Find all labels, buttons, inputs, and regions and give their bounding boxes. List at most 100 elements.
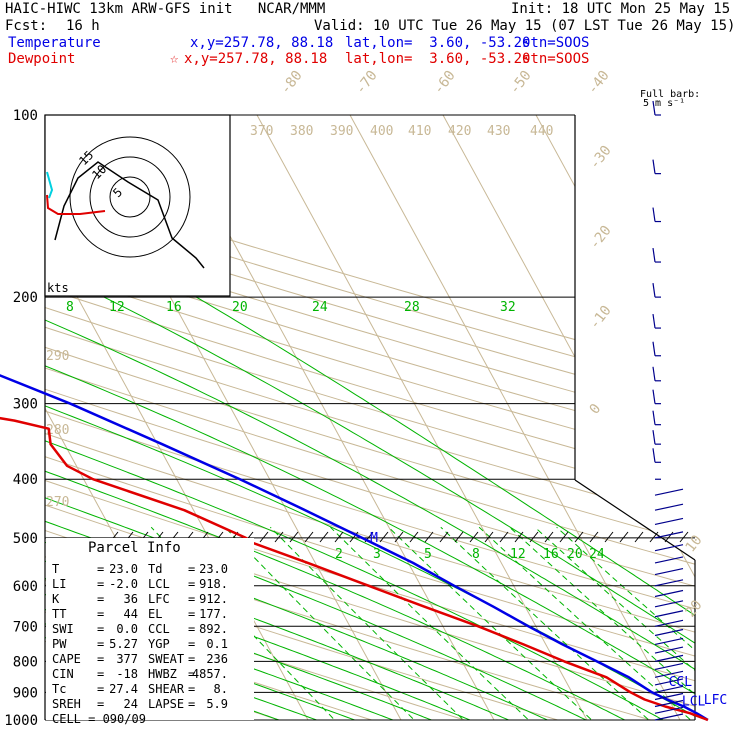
parcel-left-label: TT xyxy=(52,607,66,621)
dry-adiabat-line xyxy=(45,127,413,720)
parcel-left-value: 44 xyxy=(124,607,138,621)
parcel-equals: = xyxy=(188,577,195,591)
ticks-500 xyxy=(634,531,644,543)
theta-label: 280 xyxy=(46,423,69,438)
parcel-left-label: SREH xyxy=(52,697,81,711)
barb-shaft xyxy=(654,646,684,654)
pressure-tick-label: 1000 xyxy=(4,713,38,729)
isotherm-line xyxy=(535,115,695,720)
barb-shaft xyxy=(654,670,684,678)
isotherm-label: -70 xyxy=(353,68,381,98)
parcel-left-value: 0.0 xyxy=(116,622,138,636)
parcel-left-label: SWI xyxy=(52,622,74,636)
parcel-left-label: CIN xyxy=(52,667,74,681)
theta-label: 380 xyxy=(290,124,313,139)
parcel-left-value: 27.4 xyxy=(109,682,138,696)
parcel-right-label: SWEAT xyxy=(148,652,184,666)
ticks-500 xyxy=(619,531,629,543)
level-label: CCL xyxy=(669,675,693,690)
temperature-latlon: lat,lon= 3.60, -53.20 xyxy=(345,35,531,51)
parcel-equals: = xyxy=(97,652,104,666)
parcel-right-value: 912. xyxy=(199,592,228,606)
parcel-left-value: 5.27 xyxy=(109,637,138,651)
theta-label: 410 xyxy=(408,124,431,139)
wind-barb xyxy=(654,628,684,637)
ticks-500 xyxy=(424,531,434,543)
barb-shaft xyxy=(654,568,684,576)
wind-barb xyxy=(654,654,684,662)
wind-barb xyxy=(652,410,661,426)
hodograph-cyan-trace xyxy=(46,171,54,199)
ticks-500 xyxy=(394,531,404,543)
ticks-500 xyxy=(274,531,284,543)
parcel-equals: = xyxy=(188,622,195,636)
barb-shaft xyxy=(654,600,684,608)
hodograph-frame xyxy=(44,114,231,297)
wind-barb xyxy=(654,579,684,587)
wind-barb xyxy=(652,366,661,382)
barb-shaft xyxy=(654,589,684,598)
moist-adiabat-line xyxy=(45,296,613,720)
parcel-equals: = xyxy=(97,577,104,591)
dewpoint-xy: x,y=257.78, 88.18 xyxy=(184,51,328,67)
pressure-tick-label: 300 xyxy=(13,397,38,413)
ticks-500 xyxy=(334,531,344,543)
parcel-equals: = xyxy=(188,652,195,666)
barb-flag xyxy=(652,366,656,381)
dry-adiabat-line xyxy=(45,127,695,720)
moist-adiabat-label: 16 xyxy=(166,300,182,315)
wind-barb xyxy=(652,448,661,463)
wind-barb xyxy=(654,488,684,496)
ticks-500 xyxy=(559,531,569,543)
barb-flag xyxy=(652,247,656,263)
pressure-tick-label: 800 xyxy=(13,654,38,670)
ticks-500 xyxy=(649,531,659,543)
parcel-title: Parcel Info xyxy=(88,540,181,556)
dry-adiabat-line xyxy=(45,127,695,720)
chart-title: HAIC-HIWC 13km ARW-GFS init NCAR/MMM xyxy=(5,1,326,17)
parcel-equals: = xyxy=(188,607,195,621)
parcel-equals: = xyxy=(97,682,104,696)
isotherm-label: -60 xyxy=(431,68,459,98)
dry-adiabat-line xyxy=(45,127,695,720)
mixing-ratio-label: 3 xyxy=(373,547,381,562)
barb-shaft xyxy=(654,531,684,539)
parcel-equals: = xyxy=(97,637,104,651)
moist-adiabat-label: 8 xyxy=(66,300,74,315)
moist-adiabat-label: 20 xyxy=(232,300,248,315)
ticks-500 xyxy=(664,531,674,543)
barb-flag xyxy=(652,100,656,116)
pressure-tick-label: 900 xyxy=(13,685,38,701)
theta-label: 400 xyxy=(370,124,393,139)
isotherm-label: -30 xyxy=(587,143,615,173)
ticks-500 xyxy=(499,531,509,543)
star-icon: ☆ xyxy=(170,51,179,67)
parcel-left-label: T xyxy=(52,562,59,576)
barb-flag xyxy=(652,389,656,404)
barb-flag xyxy=(652,410,656,425)
moist-adiabat-label: 24 xyxy=(312,300,328,315)
moist-adiabat-label: 28 xyxy=(404,300,420,315)
parcel-right-value: 23.0 xyxy=(199,562,228,576)
barb-flag xyxy=(652,341,656,356)
pressure-tick-label: 400 xyxy=(13,472,38,488)
wind-barb xyxy=(654,556,684,564)
ticks-500 xyxy=(484,531,494,543)
barb-shaft xyxy=(654,488,684,496)
dry-adiabat-line xyxy=(45,127,695,720)
isotherm-label: -80 xyxy=(278,68,306,98)
ticks-500 xyxy=(544,531,554,543)
dry-adiabat-line xyxy=(45,127,695,720)
dry-adiabat-line xyxy=(45,127,508,720)
pressure-tick-label: 600 xyxy=(13,579,38,595)
barb-shaft xyxy=(654,706,684,714)
barb-shaft xyxy=(654,662,684,671)
mixing-ratio-line xyxy=(330,526,543,720)
mixing-ratio-line xyxy=(150,526,348,720)
wind-barb xyxy=(654,610,684,618)
moist-adiabat-label: 32 xyxy=(500,300,516,315)
isotherm-label: -40 xyxy=(585,68,613,98)
barb-flag xyxy=(652,283,656,298)
